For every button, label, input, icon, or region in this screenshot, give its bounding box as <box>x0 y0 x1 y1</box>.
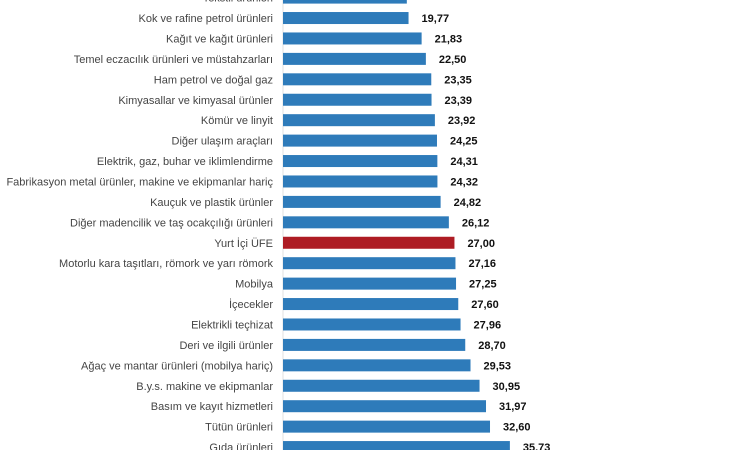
category-label: Ağaç ve mantar ürünleri (mobilya hariç) <box>81 360 273 372</box>
bar <box>283 379 480 392</box>
data-label: 24,32 <box>450 176 478 188</box>
category-label: Fabrikasyon metal ürünler, makine ve eki… <box>6 176 273 188</box>
bar <box>283 195 441 208</box>
bar <box>283 236 455 249</box>
data-label: 24,82 <box>454 197 482 209</box>
bar <box>283 420 491 433</box>
category-label: Kömür ve linyit <box>201 115 273 127</box>
bar <box>283 298 459 311</box>
bar <box>283 338 466 351</box>
bar <box>283 318 461 331</box>
data-label: 31,97 <box>499 401 527 413</box>
category-label: Deri ve ilgili ürünler <box>179 340 273 352</box>
category-label: B.y.s. makine ve ekipmanlar <box>136 381 273 393</box>
category-label: Motorlu kara taşıtları, römork ve yarı r… <box>59 258 273 270</box>
data-label: 30,95 <box>493 381 521 393</box>
category-label: Kağıt ve kağıt ürünleri <box>166 33 273 45</box>
data-label: 27,25 <box>469 279 497 291</box>
bar <box>283 277 457 290</box>
data-label: 22,50 <box>439 54 467 66</box>
bar <box>283 400 487 413</box>
bar <box>283 155 438 168</box>
data-label: 27,96 <box>474 319 502 331</box>
data-label: 23,39 <box>445 95 473 107</box>
data-label: 27,60 <box>471 299 499 311</box>
bar <box>283 114 435 127</box>
category-label: Ham petrol ve doğal gaz <box>154 74 273 86</box>
category-label: Kauçuk ve plastik ürünler <box>150 197 273 209</box>
data-label: 24,25 <box>450 136 478 148</box>
bar <box>283 32 422 45</box>
data-label: 24,31 <box>450 156 478 168</box>
bar <box>283 0 407 4</box>
data-label: 23,35 <box>444 74 472 86</box>
category-label: Yurt İçi ÜFE <box>214 237 273 250</box>
category-label: Elektrik, gaz, buhar ve iklimlendirme <box>97 156 273 168</box>
data-label: 26,12 <box>462 217 490 229</box>
category-label: Diğer madencilik ve taş ocakçılığı ürünl… <box>70 217 273 229</box>
category-label: Mobilya <box>235 279 274 291</box>
data-label: 19,77 <box>422 13 450 25</box>
data-label: 28,70 <box>478 340 506 352</box>
category-label: Tütün ürünleri <box>205 422 273 434</box>
bar <box>283 175 438 188</box>
bar <box>283 257 456 270</box>
data-label: 21,83 <box>435 33 463 45</box>
data-label: 27,00 <box>467 238 495 250</box>
category-label: Basım ve kayıt hizmetleri <box>151 401 273 413</box>
data-label: 27,16 <box>468 258 496 270</box>
data-label: 32,60 <box>503 422 531 434</box>
category-label: Kimyasallar ve kimyasal ürünler <box>118 95 273 107</box>
data-label: 35,73 <box>523 442 551 450</box>
data-label: 23,92 <box>448 115 476 127</box>
category-label: Tekstil ürünleri <box>203 0 273 5</box>
category-label: Gıda ürünleri <box>209 442 273 450</box>
bar <box>283 12 409 25</box>
bar <box>283 134 437 147</box>
bar <box>283 216 449 229</box>
bar <box>283 93 432 106</box>
data-label: 29,53 <box>484 360 512 372</box>
category-label: Diğer ulaşım araçları <box>172 136 273 148</box>
bar <box>283 73 432 86</box>
category-label: Kok ve rafine petrol ürünleri <box>138 13 273 25</box>
bar <box>283 52 426 65</box>
category-label: Temel eczacılık ürünleri ve müstahzarlar… <box>74 54 273 66</box>
bar <box>283 359 471 372</box>
bar <box>283 441 510 450</box>
category-label: İçecekler <box>229 298 273 311</box>
category-label: Elektrikli teçhizat <box>191 319 273 331</box>
